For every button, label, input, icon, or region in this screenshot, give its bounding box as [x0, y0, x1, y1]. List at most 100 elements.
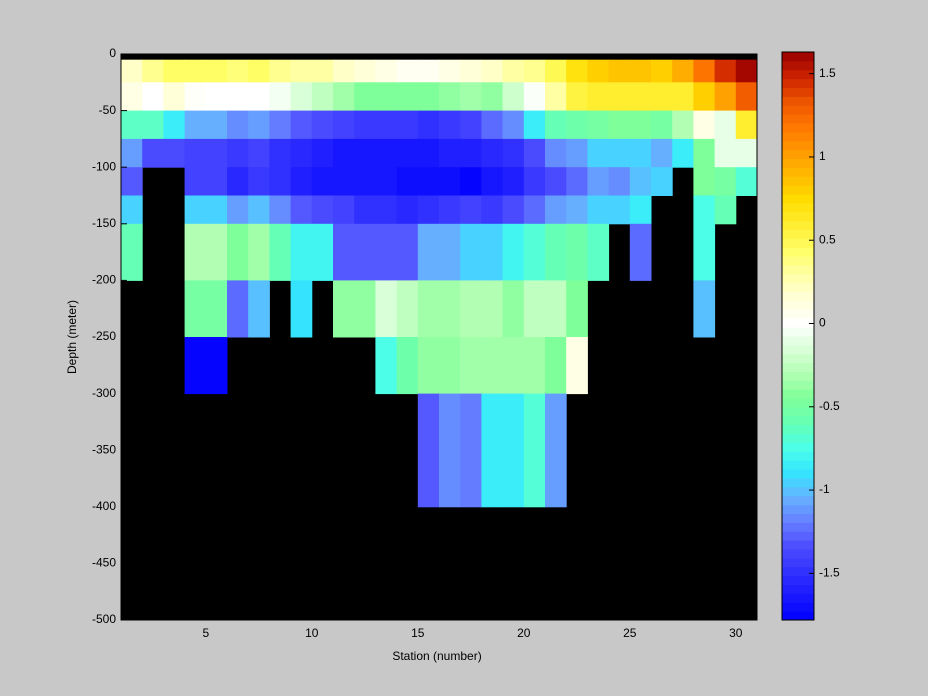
heatmap-cell: [439, 280, 461, 338]
heatmap-cell: [333, 195, 355, 225]
y-tick-label: -300: [92, 386, 116, 400]
y-tick-label: -500: [92, 612, 116, 626]
heatmap-cell: [587, 59, 610, 83]
heatmap-cell: [205, 167, 228, 196]
heatmap-cell: [566, 110, 588, 140]
heatmap-cell: [545, 195, 567, 225]
heatmap-cell: [227, 223, 249, 281]
colorbar-frame: [781, 51, 815, 621]
heatmap-cell: [248, 110, 270, 140]
y-tick-label: -200: [92, 273, 116, 287]
heatmap-cell: [417, 195, 440, 225]
heatmap-cell: [396, 138, 419, 168]
colorbar-band: [782, 415, 814, 426]
heatmap-cell: [735, 59, 758, 83]
colorbar-band: [782, 131, 814, 142]
heatmap-cell: [417, 337, 440, 395]
colorbar-band: [782, 176, 814, 186]
heatmap-cell: [290, 110, 313, 140]
heatmap-cell: [587, 195, 610, 225]
heatmap-cell: [481, 138, 504, 168]
heatmap-cell: [629, 195, 652, 225]
heatmap-cell: [396, 82, 419, 112]
y-tick-label: -100: [92, 159, 116, 173]
colorbar-band: [782, 336, 814, 346]
heatmap-cell: [502, 337, 525, 395]
heatmap-cell: [311, 59, 334, 83]
colorbar-band: [782, 389, 814, 399]
heatmap-cell: [375, 195, 398, 225]
colorbar-band: [782, 238, 814, 248]
heatmap-cell: [417, 393, 440, 508]
heatmap-cell: [227, 195, 249, 225]
heatmap-cell: [184, 337, 207, 395]
heatmap-cell: [545, 138, 567, 168]
y-tick-label: -400: [92, 499, 116, 513]
colorbar-band: [782, 495, 814, 506]
heatmap-cell: [184, 167, 207, 196]
heatmap-cell: [608, 195, 631, 225]
heatmap-cell: [248, 138, 270, 168]
heatmap-cell: [651, 167, 673, 196]
colorbar-band: [782, 167, 814, 177]
heatmap-cell: [439, 59, 461, 83]
colorbar-band: [782, 557, 814, 568]
y-axis-label: Depth (meter): [65, 300, 79, 374]
colorbar-band: [782, 265, 814, 275]
heatmap-cell: [502, 223, 525, 281]
colorbar-band: [782, 318, 814, 328]
heatmap-cell: [502, 59, 525, 83]
heatmap-cell: [375, 138, 398, 168]
heatmap-cell: [651, 138, 673, 168]
heatmap-cell: [481, 280, 504, 338]
heatmap-cell: [460, 110, 482, 140]
heatmap-cell: [502, 110, 525, 140]
heatmap-cell: [227, 280, 249, 338]
heatmap-cell: [587, 138, 610, 168]
heatmap-cell: [354, 59, 376, 83]
heatmap-cell: [375, 110, 398, 140]
heatmap-cell: [248, 195, 270, 225]
heatmap-cell: [354, 138, 376, 168]
heatmap-cell: [227, 110, 249, 140]
colorbar-band: [782, 531, 814, 541]
heatmap-cell: [417, 138, 440, 168]
heatmap-cell: [333, 82, 355, 112]
colorbar-band: [782, 451, 814, 461]
heatmap-cell: [608, 59, 631, 83]
heatmap-cell: [354, 110, 376, 140]
heatmap-cell: [545, 59, 567, 83]
heatmap-cell: [629, 59, 652, 83]
heatmap-cell: [523, 280, 546, 338]
heatmap-cell: [714, 138, 737, 168]
heatmap-cell: [523, 110, 546, 140]
colorbar-band: [782, 309, 814, 319]
heatmap-cell: [354, 280, 376, 338]
heatmap-cell: [248, 82, 270, 112]
heatmap-cell: [523, 59, 546, 83]
heatmap-cell: [672, 59, 694, 83]
heatmap-cell: [417, 59, 440, 83]
colorbar-tick-label: 1: [819, 149, 826, 163]
heatmap-cell: [269, 138, 292, 168]
heatmap-cell: [608, 167, 631, 196]
heatmap-cell: [693, 167, 716, 196]
heatmap-cell: [651, 82, 673, 112]
colorbar-tick-label: 1.5: [819, 66, 836, 80]
heatmap-cell: [735, 167, 758, 196]
heatmap-cell: [163, 138, 186, 168]
colorbar-band: [782, 211, 814, 222]
heatmap-cell: [735, 110, 758, 140]
heatmap-cell: [375, 59, 398, 83]
heatmap-cell: [205, 337, 228, 395]
heatmap-cell: [714, 195, 737, 225]
heatmap-cell: [566, 280, 588, 338]
heatmap-cell: [523, 167, 546, 196]
colorbar-band: [782, 424, 814, 435]
heatmap-cell: [205, 82, 228, 112]
heatmap-cell: [629, 167, 652, 196]
heatmap-cell: [163, 59, 186, 83]
colorbar-tick-label: 0: [819, 316, 826, 330]
colorbar-band: [782, 593, 814, 603]
